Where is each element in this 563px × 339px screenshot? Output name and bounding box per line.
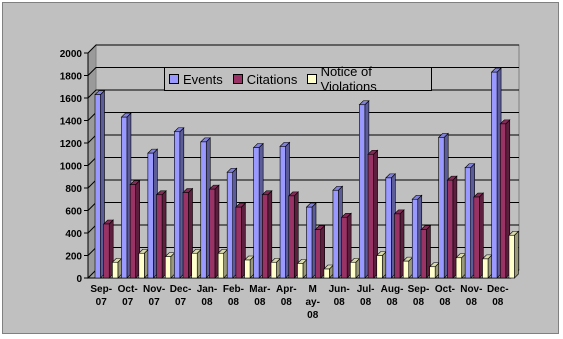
bar-events [200,137,211,279]
y-tick-label: 0 [76,274,82,285]
y-tick-label: 1200 [60,139,83,150]
gridline [87,44,519,54]
bar-notice-of-violations [481,254,493,279]
bar-events [358,100,370,279]
bar-citations [129,179,141,279]
bar-notice-of-violations [270,257,282,279]
y-tick-label: 200 [65,252,82,263]
x-tick-label: Mar-08 [249,284,270,308]
bar-citations [155,190,167,279]
bar-events [385,173,397,279]
bar-notice-of-violations [376,250,387,279]
bar-events [279,141,291,279]
bar-citations [340,212,352,279]
x-tick-label: Nov-08 [460,284,482,308]
bar-notice-of-violations [508,230,520,279]
bar-citations [208,184,220,279]
bar-events [464,163,476,279]
legend-item-notice-of-violations: Notice of Violations [307,64,421,94]
bar-events [252,142,264,279]
y-tick-label: 1600 [60,94,83,105]
bar-events [147,148,159,279]
bar-notice-of-violations [164,251,176,279]
x-tick-label: Aug-08 [381,284,404,308]
y-tick-label: 800 [65,184,82,195]
bar-citations [446,175,458,279]
bar-notice-of-violations [296,258,308,279]
y-tick-label: 1000 [60,162,83,173]
y-tick-label: 1400 [60,117,83,128]
bar-citations [102,219,114,279]
bar-notice-of-violations [455,253,467,279]
x-tick-label: Sep-07 [90,284,112,308]
x-tick-label: Jul-08 [357,284,375,308]
bar-events [226,167,238,279]
bar-citations [473,192,485,279]
bar-notice-of-violations [217,248,229,279]
bar-events [305,202,317,279]
bar-notice-of-violations [349,257,361,279]
bar-notice-of-violations [111,257,123,279]
bar-notice-of-violations [428,262,440,279]
bar-events [490,67,502,279]
x-tick-label: Apr-08 [276,284,297,308]
x-tick-label: Dec-07 [170,284,192,308]
bar-notice-of-violations [402,256,414,279]
x-tick-label: Sep-08 [408,284,430,308]
bar-citations [288,191,299,279]
bar-notice-of-violations [138,248,150,279]
bar-citations [420,224,432,279]
y-tick-label: 600 [65,207,82,218]
bar-events [332,185,344,279]
legend-swatch-notice-of-violations [307,74,317,84]
legend-label-events: Events [183,71,223,87]
bar-notice-of-violations [243,255,255,279]
x-tick-label: Nov-07 [143,284,165,308]
legend-label-citations: Citations [246,71,298,87]
bar-events [173,127,185,279]
bar-citations [182,187,194,279]
legend-swatch-citations [232,74,243,84]
x-tick-label: Dec-08 [487,284,509,308]
bar-events [94,89,106,279]
bar-citations [261,190,273,279]
y-tick-label: 400 [65,229,82,240]
x-tick-label: Jun-08 [329,284,350,308]
y-tick-label: 2000 [60,49,83,60]
bar-events [120,112,132,279]
bar-citations [367,149,379,279]
x-tick-label: Oct-08 [435,284,455,308]
bar-events [411,194,423,279]
bar-citations [499,119,511,279]
bar-citations [314,224,326,279]
y-tick-label: 1800 [60,72,83,83]
bar-citations [393,209,405,279]
legend-item-events: Events [169,72,223,87]
legend: Events Citations Notice of Violations [164,64,432,94]
x-tick-label: Jan-08 [197,284,218,308]
legend-label-notice-of-violations: Notice of Violations [320,64,377,94]
x-tick-label: Feb-08 [223,284,244,308]
bar-citations [235,202,247,279]
legend-swatch-events [169,74,179,84]
x-tick-label: Oct-07 [118,284,138,308]
bar-notice-of-violations [190,248,202,279]
bar-events [437,132,449,279]
legend-item-citations: Citations [232,71,298,87]
